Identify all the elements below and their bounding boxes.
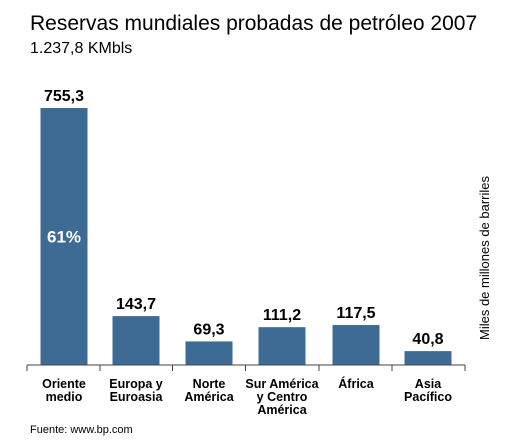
chart-subtitle: 1.237,8 KMbls [30,40,132,57]
category-label: Sur América [245,377,319,391]
data-label: 117,5 [336,305,375,322]
category-label: América [257,403,307,417]
y-axis-label: Miles de millones de barriles [477,175,492,340]
category-label: y Centro [257,390,308,404]
category-label: Oriente [42,377,86,391]
category-label: Europa y [109,377,163,391]
category-label: Euroasia [110,390,164,404]
category-label: Norte [193,377,226,391]
category-label: Asia [415,377,442,391]
bar-annotation: 61% [47,228,81,247]
data-label: 40,8 [412,331,443,348]
category-label: Pacífico [404,390,452,404]
data-label: 69,3 [193,321,224,338]
bar [112,316,160,365]
bars-group: 755,3 143,7 69,3 111,2 117,5 40,8 61% [40,88,452,365]
x-axis-ticks [26,365,466,371]
source-note: Fuente: www.bp.com [30,424,133,436]
bar [40,108,88,365]
bar [185,341,233,365]
bar [404,351,452,365]
category-label: África [338,376,374,391]
category-label: medio [46,390,83,404]
category-label: América [184,390,234,404]
bar [332,325,380,365]
chart-title: Reservas mundiales probadas de petróleo … [30,12,477,35]
data-label: 111,2 [263,307,301,324]
data-label: 143,7 [116,296,156,313]
data-label: 755,3 [44,88,84,105]
bar [258,327,306,365]
